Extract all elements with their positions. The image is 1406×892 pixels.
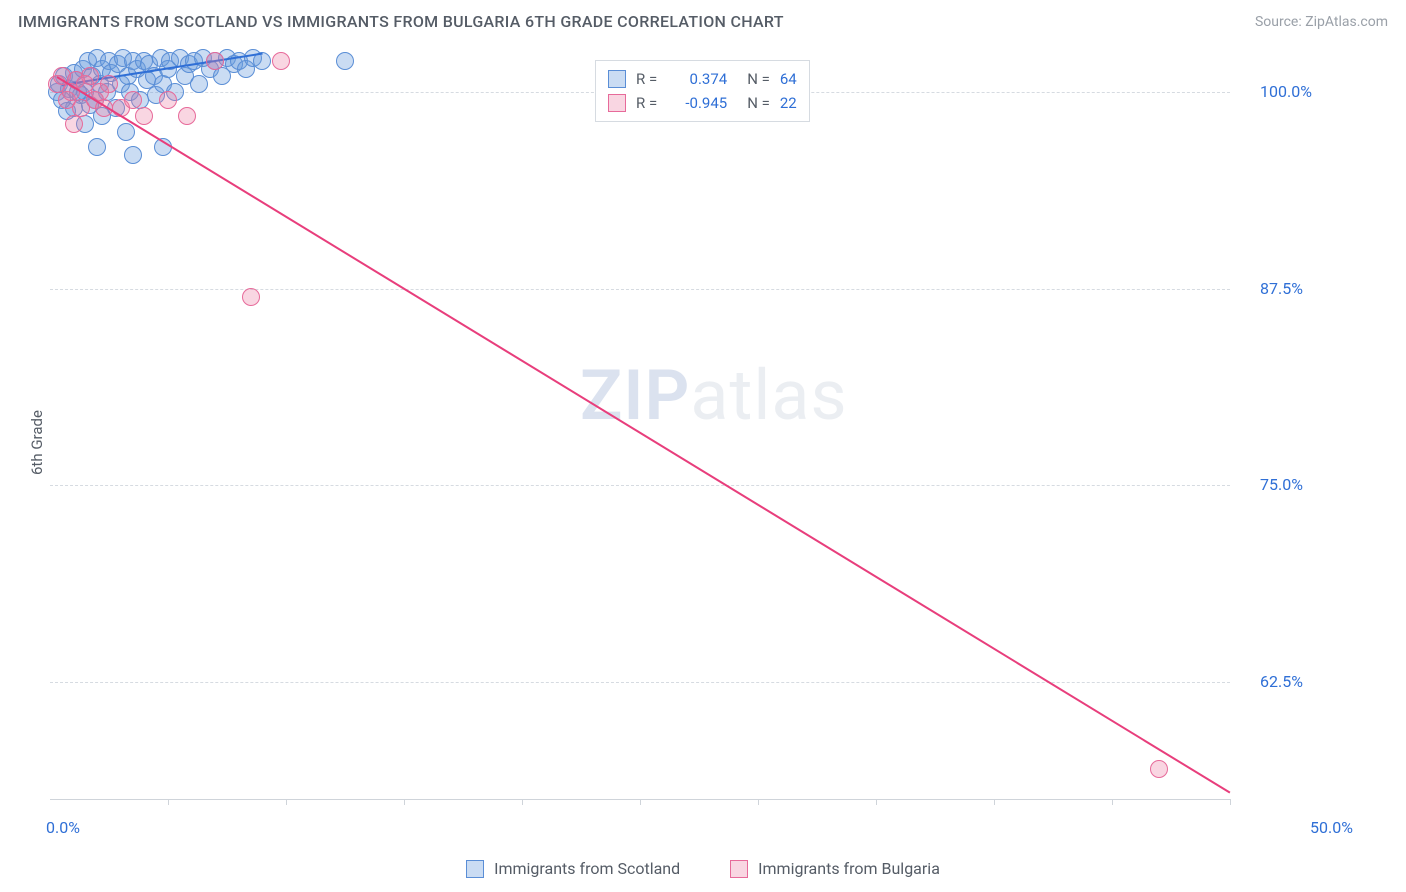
legend-swatch-scotland	[608, 70, 626, 88]
data-point-bulgaria	[124, 91, 142, 109]
swatch-scotland	[466, 860, 484, 878]
x-tick	[404, 799, 405, 805]
watermark-light: atlas	[690, 355, 847, 437]
x-tick	[640, 799, 641, 805]
x-tick	[994, 799, 995, 805]
source-prefix: Source:	[1255, 14, 1305, 30]
legend-r-value: 0.374	[667, 67, 727, 91]
legend-label-bulgaria: Immigrants from Bulgaria	[758, 859, 940, 878]
grid-line	[50, 289, 1230, 290]
legend-n-label: N =	[747, 67, 770, 91]
x-label-left: 0.0%	[46, 818, 80, 837]
legend-r-value: -0.945	[667, 91, 727, 115]
data-point-bulgaria	[178, 107, 196, 125]
trend-line-bulgaria	[57, 77, 1231, 794]
legend-swatch-bulgaria	[608, 94, 626, 112]
legend-item-scotland: Immigrants from Scotland	[466, 859, 680, 878]
header-row: IMMIGRANTS FROM SCOTLAND VS IMMIGRANTS F…	[18, 12, 1388, 31]
data-point-bulgaria	[100, 75, 118, 93]
watermark-bold: ZIP	[580, 355, 690, 437]
bottom-legend: Immigrants from Scotland Immigrants from…	[0, 859, 1406, 878]
y-tick-label: 62.5%	[1260, 672, 1303, 691]
legend-n-value: 22	[780, 91, 797, 115]
data-point-bulgaria	[159, 91, 177, 109]
source-attribution: Source: ZipAtlas.com	[1255, 14, 1388, 30]
data-point-bulgaria	[272, 52, 290, 70]
chart-title: IMMIGRANTS FROM SCOTLAND VS IMMIGRANTS F…	[18, 12, 784, 31]
y-tick-label: 87.5%	[1260, 279, 1303, 298]
legend-n-label: N =	[747, 91, 770, 115]
legend-n-value: 64	[780, 67, 797, 91]
x-tick	[1112, 799, 1113, 805]
grid-line	[50, 485, 1230, 486]
x-tick	[168, 799, 169, 805]
source-link[interactable]: ZipAtlas.com	[1305, 14, 1388, 30]
y-tick-label: 75.0%	[1260, 475, 1303, 494]
data-point-scotland	[336, 52, 354, 70]
legend-r-label: R =	[636, 67, 657, 91]
legend-item-bulgaria: Immigrants from Bulgaria	[730, 859, 940, 878]
data-point-scotland	[117, 123, 135, 141]
data-point-bulgaria	[65, 115, 83, 133]
data-point-bulgaria	[206, 52, 224, 70]
swatch-bulgaria	[730, 860, 748, 878]
plot-area: ZIPatlas 100.0%87.5%75.0%62.5%0.0%50.0%R…	[50, 45, 1230, 800]
legend-label-scotland: Immigrants from Scotland	[494, 859, 680, 878]
x-tick	[758, 799, 759, 805]
x-label-right: 50.0%	[1310, 818, 1353, 837]
x-tick	[286, 799, 287, 805]
legend-r-label: R =	[636, 91, 657, 115]
correlation-legend: R = 0.374 N = 64 R = -0.945 N = 22	[595, 60, 810, 122]
legend-row-scotland: R = 0.374 N = 64	[608, 67, 797, 91]
x-tick	[1230, 799, 1231, 805]
x-tick	[876, 799, 877, 805]
data-point-scotland	[88, 138, 106, 156]
data-point-scotland	[190, 75, 208, 93]
data-point-scotland	[124, 146, 142, 164]
data-point-bulgaria	[242, 288, 260, 306]
watermark: ZIPatlas	[580, 355, 848, 437]
data-point-bulgaria	[1150, 760, 1168, 778]
y-tick-label: 100.0%	[1260, 82, 1312, 101]
x-tick	[522, 799, 523, 805]
data-point-bulgaria	[135, 107, 153, 125]
plot-outer: 6th Grade ZIPatlas 100.0%87.5%75.0%62.5%…	[50, 45, 1376, 832]
legend-row-bulgaria: R = -0.945 N = 22	[608, 91, 797, 115]
y-axis-title: 6th Grade	[28, 410, 46, 475]
